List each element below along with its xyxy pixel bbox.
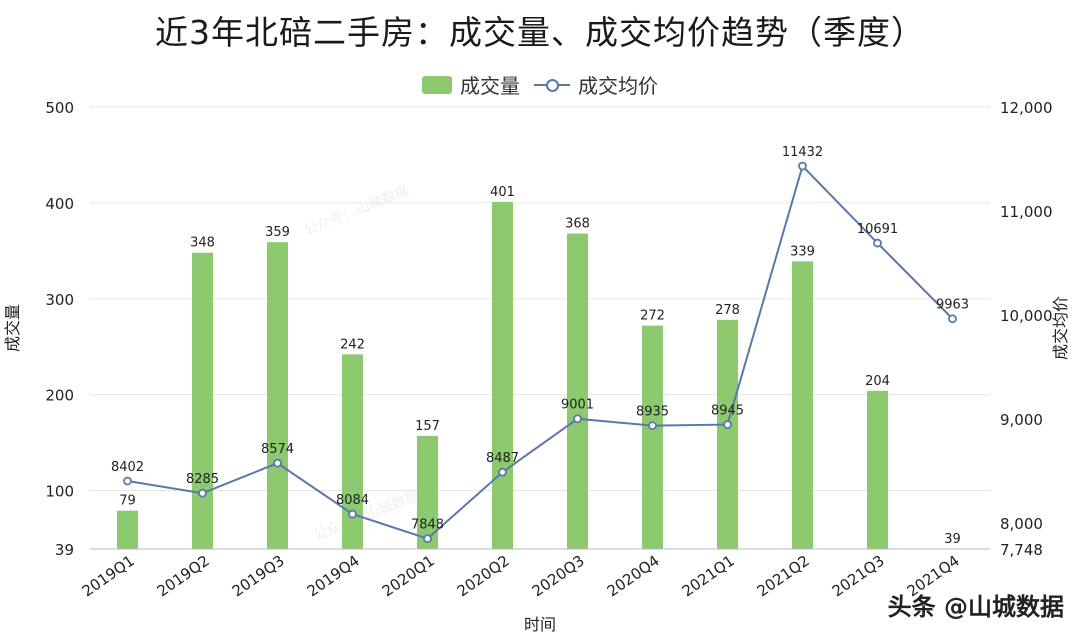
price-point-2021Q3 xyxy=(873,238,882,248)
price-point-2021Q4 xyxy=(948,314,957,324)
bar-value-label: 339 xyxy=(790,244,815,259)
y2-tick-label: 12,000 xyxy=(1000,99,1053,117)
price-point-2020Q3 xyxy=(573,414,582,424)
line-layer xyxy=(123,161,957,544)
bar-value-label: 401 xyxy=(490,185,515,200)
bar-2019Q4 xyxy=(342,354,363,549)
bar-2020Q3 xyxy=(567,233,588,550)
label-layer: 79 348 359 242 157 401 368 272 278 339 204 39 8402 82… xyxy=(111,145,969,547)
price-value-label: 8487 xyxy=(486,451,519,466)
bar-value-label: 368 xyxy=(565,217,590,232)
bar-2020Q4 xyxy=(642,325,663,549)
price-point-2020Q4 xyxy=(648,421,657,431)
credit-watermark: 头条 @山城数据 xyxy=(887,593,1064,621)
legend-line-swatch xyxy=(534,76,570,94)
y-tick-label: 39 xyxy=(55,541,74,559)
x-tick-label: 2020Q3 xyxy=(529,552,588,601)
price-line xyxy=(127,164,954,540)
bar-value-label: 242 xyxy=(340,337,365,352)
legend-item-price[interactable]: 成交均价 xyxy=(534,70,658,99)
price-point-2021Q2 xyxy=(798,161,807,171)
bar-2021Q1 xyxy=(717,319,738,549)
bar-value-label: 39 xyxy=(944,532,961,547)
price-value-label: 8945 xyxy=(711,404,744,419)
bar-2021Q2 xyxy=(792,261,813,549)
x-tick-label: 2021Q1 xyxy=(679,552,738,601)
x-tick-label: 2019Q2 xyxy=(154,552,213,601)
price-point-2019Q4 xyxy=(348,509,357,519)
price-value-label: 8402 xyxy=(111,460,144,475)
price-point-2019Q1 xyxy=(123,476,132,486)
bar-value-label: 204 xyxy=(865,374,890,389)
y-tick-label: 500 xyxy=(45,99,74,117)
x-tick-label: 2019Q3 xyxy=(229,552,288,601)
price-value-label: 8935 xyxy=(636,405,669,420)
y2-tick-label: 9,000 xyxy=(1000,411,1043,429)
bar-2020Q2 xyxy=(492,201,513,549)
y2-axis-title: 成交均价 xyxy=(1051,296,1070,360)
bar-2019Q3 xyxy=(267,242,288,549)
price-point-2019Q3 xyxy=(273,458,282,468)
x-tick-label: 2019Q4 xyxy=(304,552,363,601)
price-value-label: 7848 xyxy=(411,518,444,533)
y-tick-label: 400 xyxy=(45,195,74,213)
x-tick-label: 2021Q3 xyxy=(829,552,888,601)
price-value-label: 11432 xyxy=(782,145,823,160)
y-tick-label: 300 xyxy=(45,291,74,309)
price-point-2020Q1 xyxy=(423,534,432,544)
price-point-2020Q2 xyxy=(498,467,507,477)
grid-layer xyxy=(90,106,990,550)
bar-2019Q2 xyxy=(192,252,213,549)
price-value-label: 9963 xyxy=(936,298,969,313)
price-value-label: 9001 xyxy=(561,398,594,413)
bar-2021Q3 xyxy=(867,390,888,549)
x-tick-label: 2020Q2 xyxy=(454,552,513,601)
chart-title: 近3年北碚二手房：成交量、成交均价趋势（季度） xyxy=(155,13,925,52)
y-tick-label: 200 xyxy=(45,387,74,405)
price-point-2021Q1 xyxy=(723,420,732,429)
x-tick-label: 2020Q4 xyxy=(604,552,663,601)
y2-tick-label: 10,000 xyxy=(1000,307,1053,325)
price-value-label: 8084 xyxy=(336,493,369,508)
y-axis-title: 成交量 xyxy=(3,304,22,352)
y2-tick-label: 11,000 xyxy=(1000,203,1053,221)
legend-label-volume: 成交量 xyxy=(460,74,520,98)
bar-2019Q1 xyxy=(117,510,138,549)
price-value-label: 10691 xyxy=(857,222,898,237)
legend-label-price: 成交均价 xyxy=(578,74,658,98)
price-value-label: 8574 xyxy=(261,442,294,457)
axis-layer: 500 400 300 200 100 39 12,000 11,000 10,000 9,000… xyxy=(3,99,1070,634)
x-tick-label: 2020Q1 xyxy=(379,552,438,601)
bar-value-label: 348 xyxy=(190,236,215,251)
x-axis-title: 时间 xyxy=(524,615,556,634)
y-tick-label: 100 xyxy=(45,483,74,501)
x-tick-label: 2019Q1 xyxy=(79,552,138,601)
y2-tick-label: 8,000 xyxy=(1000,515,1043,533)
bar-value-label: 272 xyxy=(640,309,665,324)
bar-value-label: 359 xyxy=(265,225,290,240)
bar-2020Q1 xyxy=(417,435,438,549)
bar-value-label: 79 xyxy=(119,494,136,509)
y2-tick-label: 7,748 xyxy=(1000,541,1043,559)
price-value-label: 8285 xyxy=(186,472,219,487)
bar-value-label: 157 xyxy=(415,419,440,434)
legend-bar-swatch xyxy=(422,75,452,94)
bar-layer xyxy=(117,201,888,550)
legend-item-volume[interactable]: 成交量 xyxy=(422,70,520,99)
price-point-2019Q2 xyxy=(198,488,207,498)
bar-value-label: 278 xyxy=(715,303,740,318)
legend: 成交量 成交均价 xyxy=(0,70,1080,99)
x-tick-label: 2021Q2 xyxy=(754,552,813,601)
